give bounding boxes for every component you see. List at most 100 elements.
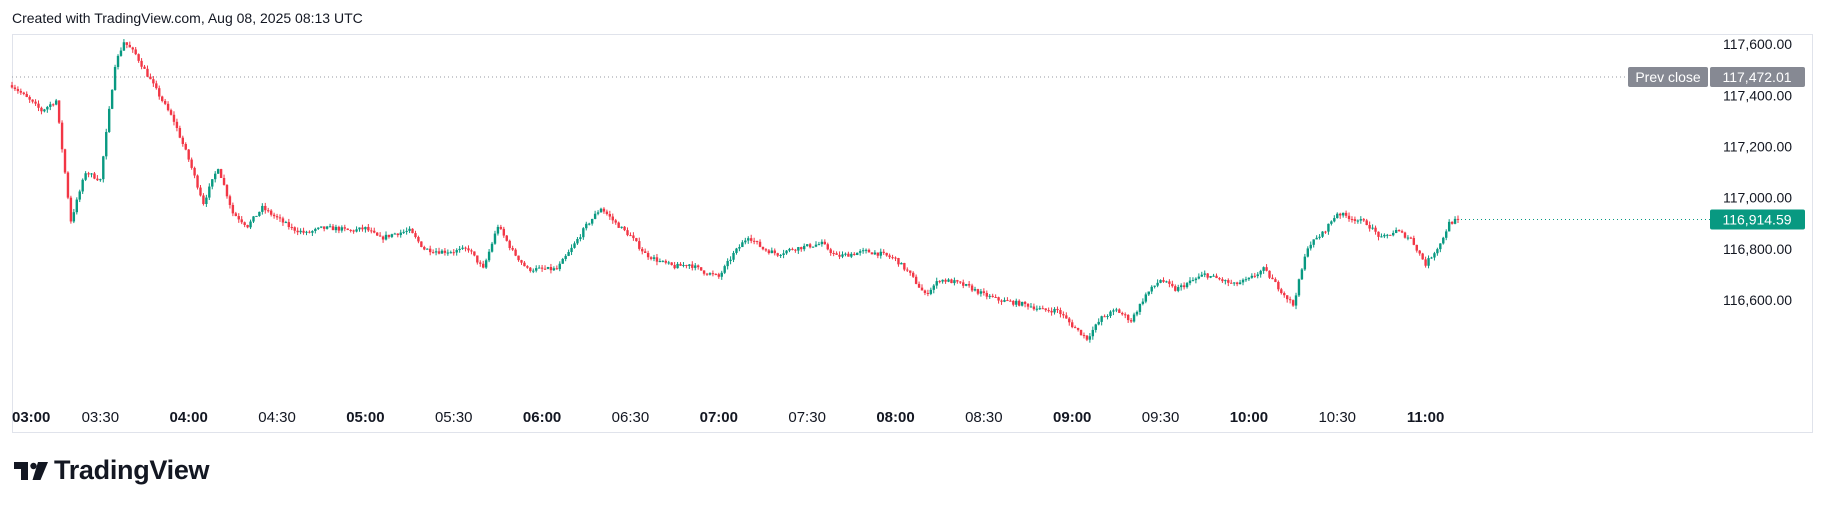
candle <box>255 215 258 217</box>
candle-body <box>211 179 214 187</box>
candle-body <box>1003 300 1006 302</box>
candle-body <box>40 107 43 112</box>
candle <box>1330 220 1333 226</box>
chart-pane[interactable] <box>12 34 1813 433</box>
candle <box>143 64 146 69</box>
candle <box>222 174 226 186</box>
candle <box>841 251 844 259</box>
candle <box>926 289 930 297</box>
candle-body <box>973 289 977 291</box>
candle-body <box>685 264 688 267</box>
candle <box>529 266 532 273</box>
candle <box>735 247 738 255</box>
candle <box>770 247 774 254</box>
candle-body <box>511 248 514 250</box>
candle <box>322 226 326 232</box>
candle <box>1068 317 1071 326</box>
candle-body <box>455 250 458 253</box>
candle-body <box>328 226 332 228</box>
candle <box>608 210 612 220</box>
candle-body <box>835 253 838 255</box>
candle-body <box>1321 231 1324 237</box>
candle-body <box>882 251 885 253</box>
candle-body <box>741 242 744 248</box>
candle <box>699 267 703 271</box>
candle <box>367 224 370 232</box>
candle <box>1156 279 1159 288</box>
prev-close-badge: Prev close 117,472.01 <box>1628 66 1805 87</box>
candle-body <box>1165 281 1168 283</box>
time-axis: 03:00 03:30 04:00 04:30 05:00 05:30 06:00 06:30… <box>12 409 1444 426</box>
candle <box>764 248 768 252</box>
candle <box>1315 235 1318 240</box>
candle-body <box>331 226 335 231</box>
candle-body <box>311 231 314 233</box>
candle <box>405 227 408 235</box>
candle-body <box>1283 293 1286 296</box>
candle-body <box>803 245 806 250</box>
candle-body <box>1253 275 1256 277</box>
candle-body <box>134 49 137 55</box>
candle-body <box>885 252 888 256</box>
x-tick-label: 03:00 <box>12 409 50 426</box>
candle <box>535 265 538 273</box>
candle-body <box>1088 336 1092 340</box>
candle-body <box>352 230 355 232</box>
candle <box>337 225 341 234</box>
candle-body <box>1006 300 1009 302</box>
candle-body <box>493 233 497 244</box>
candle <box>1073 325 1077 329</box>
candle <box>1023 300 1027 308</box>
tradingview-logo[interactable]: TradingView <box>14 455 210 486</box>
candle-body <box>25 93 28 97</box>
candle-body <box>711 273 715 275</box>
candle-body <box>166 103 170 111</box>
candle-body <box>470 250 473 252</box>
candle <box>779 254 782 258</box>
candle-body <box>1380 236 1383 238</box>
candle-body <box>1044 308 1047 311</box>
candle-body <box>1427 258 1430 266</box>
candle <box>520 259 523 265</box>
candle-body <box>811 246 815 248</box>
candle <box>694 263 697 271</box>
candle-body <box>664 260 667 263</box>
candle-body <box>744 240 747 243</box>
candle-body <box>549 267 553 271</box>
candle-body <box>959 281 962 283</box>
candle-body <box>1309 244 1312 249</box>
candle <box>873 250 877 256</box>
candle <box>1009 299 1012 302</box>
candle-body <box>1250 275 1254 278</box>
candle <box>393 232 397 235</box>
candle <box>1341 212 1345 218</box>
candle-body <box>720 272 723 277</box>
candle <box>99 178 102 182</box>
candle <box>767 249 771 255</box>
candle <box>1106 314 1109 320</box>
candle <box>1456 215 1460 223</box>
candle <box>1100 315 1103 326</box>
candle <box>723 264 726 275</box>
candle-body <box>723 266 726 273</box>
candles-layer <box>10 39 1460 343</box>
candle <box>1159 279 1162 284</box>
candle <box>361 224 364 232</box>
candle-body <box>894 257 897 259</box>
candle <box>817 241 821 246</box>
candle-body <box>373 230 376 233</box>
candle <box>155 80 158 90</box>
candle <box>558 261 561 272</box>
candle <box>1250 273 1254 279</box>
candle-body <box>72 212 76 222</box>
candle <box>1000 299 1003 305</box>
candle-body <box>970 285 974 291</box>
candle <box>1377 231 1380 241</box>
candle <box>1371 224 1374 230</box>
candle-body <box>1403 232 1407 238</box>
candle-body <box>611 216 614 221</box>
candle <box>434 248 438 256</box>
candle <box>1247 277 1251 281</box>
candle <box>511 245 514 252</box>
